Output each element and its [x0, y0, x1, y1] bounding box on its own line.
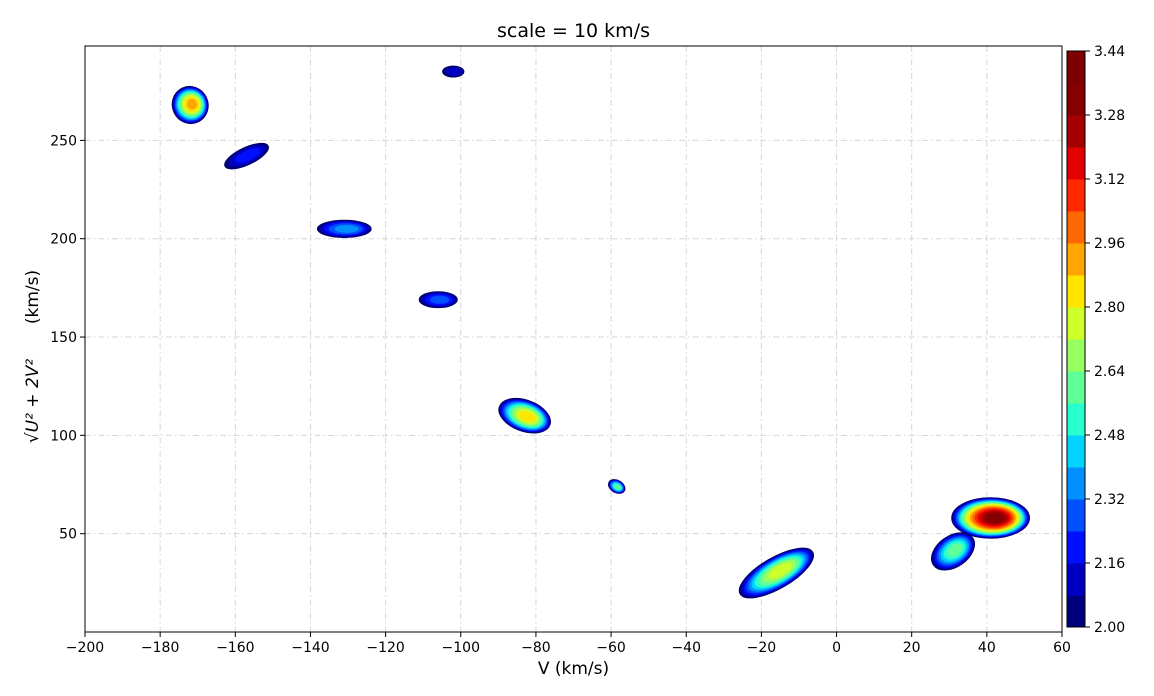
chart-title: scale = 10 km/s: [497, 20, 650, 42]
contour-clump: [224, 142, 269, 170]
contour-level: [446, 67, 462, 76]
x-tick-label: −160: [216, 640, 254, 656]
colorbar-segment: [1067, 563, 1085, 596]
grid-lines: [85, 46, 1062, 632]
x-tick-label: −100: [442, 640, 480, 656]
contour-clump: [738, 547, 815, 599]
contour-level: [519, 411, 536, 422]
contour-regions: [171, 65, 1030, 599]
x-axis-title: V (km/s): [538, 659, 609, 679]
colorbar-segment: [1067, 531, 1085, 564]
colorbar-segment: [1067, 179, 1085, 212]
colorbar-segment: [1067, 339, 1085, 372]
colorbar-segment: [1067, 371, 1085, 404]
colorbar-tick-label: 2.00: [1094, 620, 1125, 636]
colorbar-segment: [1067, 115, 1085, 148]
y-tick-label: 200: [50, 232, 77, 248]
x-tick-label: −200: [66, 640, 104, 656]
contour-level: [768, 562, 792, 579]
x-tick-label: −20: [747, 640, 777, 656]
x-tick-label: 0: [832, 640, 841, 656]
colorbar: 2.00 2.16 2.32 2.48 2.64 2.80 2.96 3.12 3.28 3.44: [1066, 44, 1125, 636]
colorbar-segment: [1067, 595, 1085, 628]
colorbar-segment: [1067, 467, 1085, 500]
colorbar-segment: [1067, 435, 1085, 468]
y-axis: 50 100 150 200 250: [50, 133, 85, 543]
contour-level: [985, 512, 1005, 523]
y-axis-title-group: √U² + 2V² (km/s): [23, 270, 43, 443]
x-tick-label: −180: [141, 640, 179, 656]
colorbar-tick-label: 2.96: [1094, 236, 1125, 252]
contour-level: [947, 543, 963, 557]
colorbar-segment: [1067, 275, 1085, 308]
x-axis: −200 −180 −160 −140 −120 −100 −80 −60 −40 −20 0 20 4…: [66, 632, 1071, 656]
colorbar-segment: [1067, 307, 1085, 340]
colorbar-tick-label: 2.16: [1094, 556, 1125, 572]
contour-clump: [951, 497, 1030, 539]
x-tick-label: −40: [671, 640, 701, 656]
y-axis-title: (km/s): [23, 270, 43, 324]
contour-clump: [418, 291, 458, 309]
y-axis-formula: √U² + 2V²: [23, 359, 43, 444]
colorbar-segment: [1067, 147, 1085, 180]
x-tick-label: −60: [596, 640, 626, 656]
colorbar-segment: [1067, 499, 1085, 532]
x-tick-label: −80: [521, 640, 551, 656]
contour-clump: [498, 397, 551, 434]
contour-clump: [171, 85, 209, 125]
colorbar-segment: [1067, 243, 1085, 276]
x-tick-label: 40: [978, 640, 996, 656]
colorbar-tick-label: 3.28: [1094, 108, 1125, 124]
colorbar-segment: [1067, 83, 1085, 116]
x-tick-label: −120: [366, 640, 404, 656]
y-tick-label: 50: [59, 527, 77, 543]
colorbar-segment: [1067, 51, 1085, 84]
contour-clump: [607, 479, 626, 494]
y-tick-label: 150: [50, 330, 77, 346]
colorbar-tick-label: 3.12: [1094, 172, 1125, 188]
x-tick-label: 20: [903, 640, 921, 656]
colorbar-tick-label: 2.80: [1094, 300, 1125, 316]
contour-clump: [931, 532, 975, 571]
x-tick-label: 60: [1053, 640, 1071, 656]
contour-clump: [316, 219, 372, 238]
colorbar-tick-label: 2.64: [1094, 364, 1125, 380]
plot-frame: [84, 45, 1063, 633]
contour-level: [186, 98, 198, 110]
contour-level: [334, 224, 359, 233]
colorbar-tick-label: 3.44: [1094, 44, 1125, 60]
contour-level: [430, 295, 450, 304]
colorbar-tick-label: 2.48: [1094, 428, 1125, 444]
colorbar-tick-label: 2.32: [1094, 492, 1125, 508]
contour-clump: [442, 65, 465, 78]
contour-level: [614, 484, 621, 490]
contour-level: [235, 148, 261, 163]
colorbar-segment: [1067, 403, 1085, 436]
y-tick-label: 100: [50, 428, 77, 444]
colorbar-frame: [1066, 50, 1086, 628]
colorbar-segment: [1067, 211, 1085, 244]
y-tick-label: 250: [50, 133, 77, 149]
x-tick-label: −140: [291, 640, 329, 656]
